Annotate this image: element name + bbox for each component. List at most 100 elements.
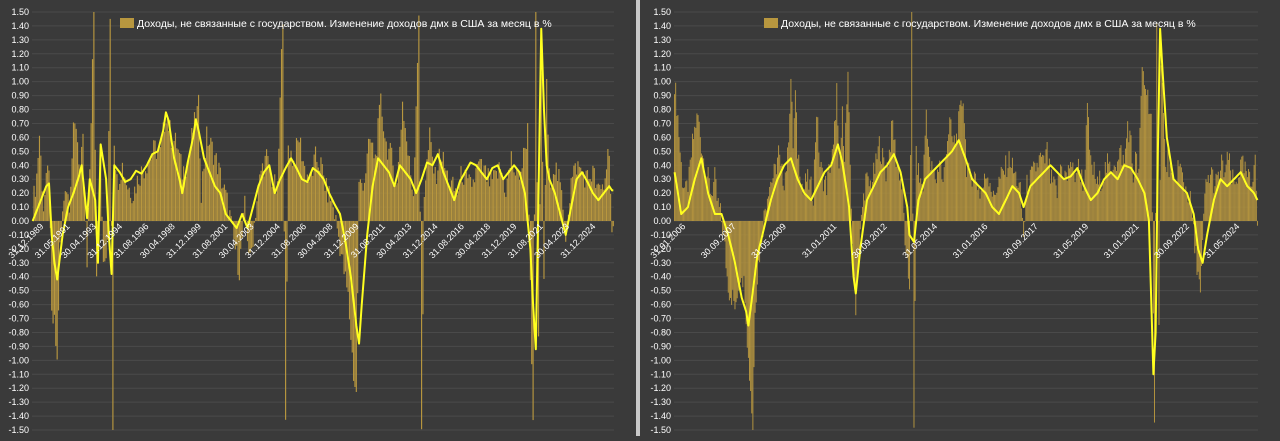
y-tick-label: 0.30 [11,174,29,184]
bar [283,221,285,232]
bar [582,171,584,221]
bar [970,177,972,221]
bar [971,186,973,221]
bar [1224,172,1226,221]
bar [1169,163,1171,221]
bar [945,154,947,221]
bar [1096,176,1098,221]
bar [679,152,681,221]
bar [66,192,68,221]
bar [468,174,470,221]
bar [544,184,546,221]
bar [588,179,590,221]
bar [312,175,314,221]
bar [517,169,519,221]
bar [1178,166,1180,221]
bar [174,132,177,221]
bar [1061,166,1063,221]
bar [497,178,499,221]
bar [1196,221,1198,276]
bar [389,142,391,221]
bar [906,221,908,258]
bar [78,164,80,221]
bar [381,116,383,221]
bar [951,136,953,221]
bar [331,196,333,221]
bar [1164,138,1166,221]
bar [953,135,955,221]
bar [1080,182,1082,221]
bar [926,138,928,221]
bar [838,168,840,221]
bar [535,12,537,221]
bar [161,137,163,221]
bar [189,147,191,221]
bar [983,173,985,221]
bar [995,194,997,221]
bar [1138,168,1140,221]
bar [1076,168,1078,221]
y-tick-label: 0.70 [653,118,671,128]
bar [1121,165,1123,221]
bar [516,169,518,221]
bar [1088,117,1089,221]
bar [1127,121,1129,221]
bar [735,221,737,303]
bar [183,166,185,221]
bar [933,168,935,221]
smoothed-line-series [673,27,1259,376]
bar [747,221,749,358]
y-tick-label: 0.00 [11,216,29,226]
x-tick-label: 30.09.2017 [1001,221,1040,260]
bar [896,163,898,221]
bar [130,197,132,221]
bar [874,173,876,221]
bar [846,104,848,221]
bar [313,154,315,221]
y-tick-label: -1.40 [8,411,29,421]
bar [1124,148,1126,221]
bar [1141,67,1143,222]
bar [580,167,582,221]
bar [365,173,367,221]
bar [1057,175,1059,221]
bar [947,141,949,221]
bar [316,161,318,221]
bar [83,186,85,221]
bar [112,221,114,430]
bar [59,221,61,243]
bar [928,146,929,221]
bar [193,112,196,221]
bar [1108,163,1110,221]
y-tick-label: -1.20 [8,383,29,393]
bar [503,192,506,221]
bar [744,221,746,303]
bar [1019,182,1021,221]
bar [751,221,753,414]
bar [845,122,847,221]
bar [920,178,922,221]
bar [759,221,761,263]
bar [736,221,738,299]
bar [185,176,187,221]
bar [221,188,223,221]
bar [68,212,70,221]
bar [705,178,707,221]
bar [140,166,143,221]
bar [378,104,381,221]
bar [1250,186,1252,221]
bar [367,138,370,221]
bar [802,194,804,221]
bar [355,221,357,392]
bar [1102,179,1104,221]
bar [576,174,578,221]
bar [550,187,552,221]
bar [540,72,542,221]
bar [384,138,386,221]
bar [901,189,903,221]
bar [962,103,964,221]
bar [56,221,58,360]
bar [426,159,428,221]
bar [911,12,913,221]
bar [860,214,862,221]
